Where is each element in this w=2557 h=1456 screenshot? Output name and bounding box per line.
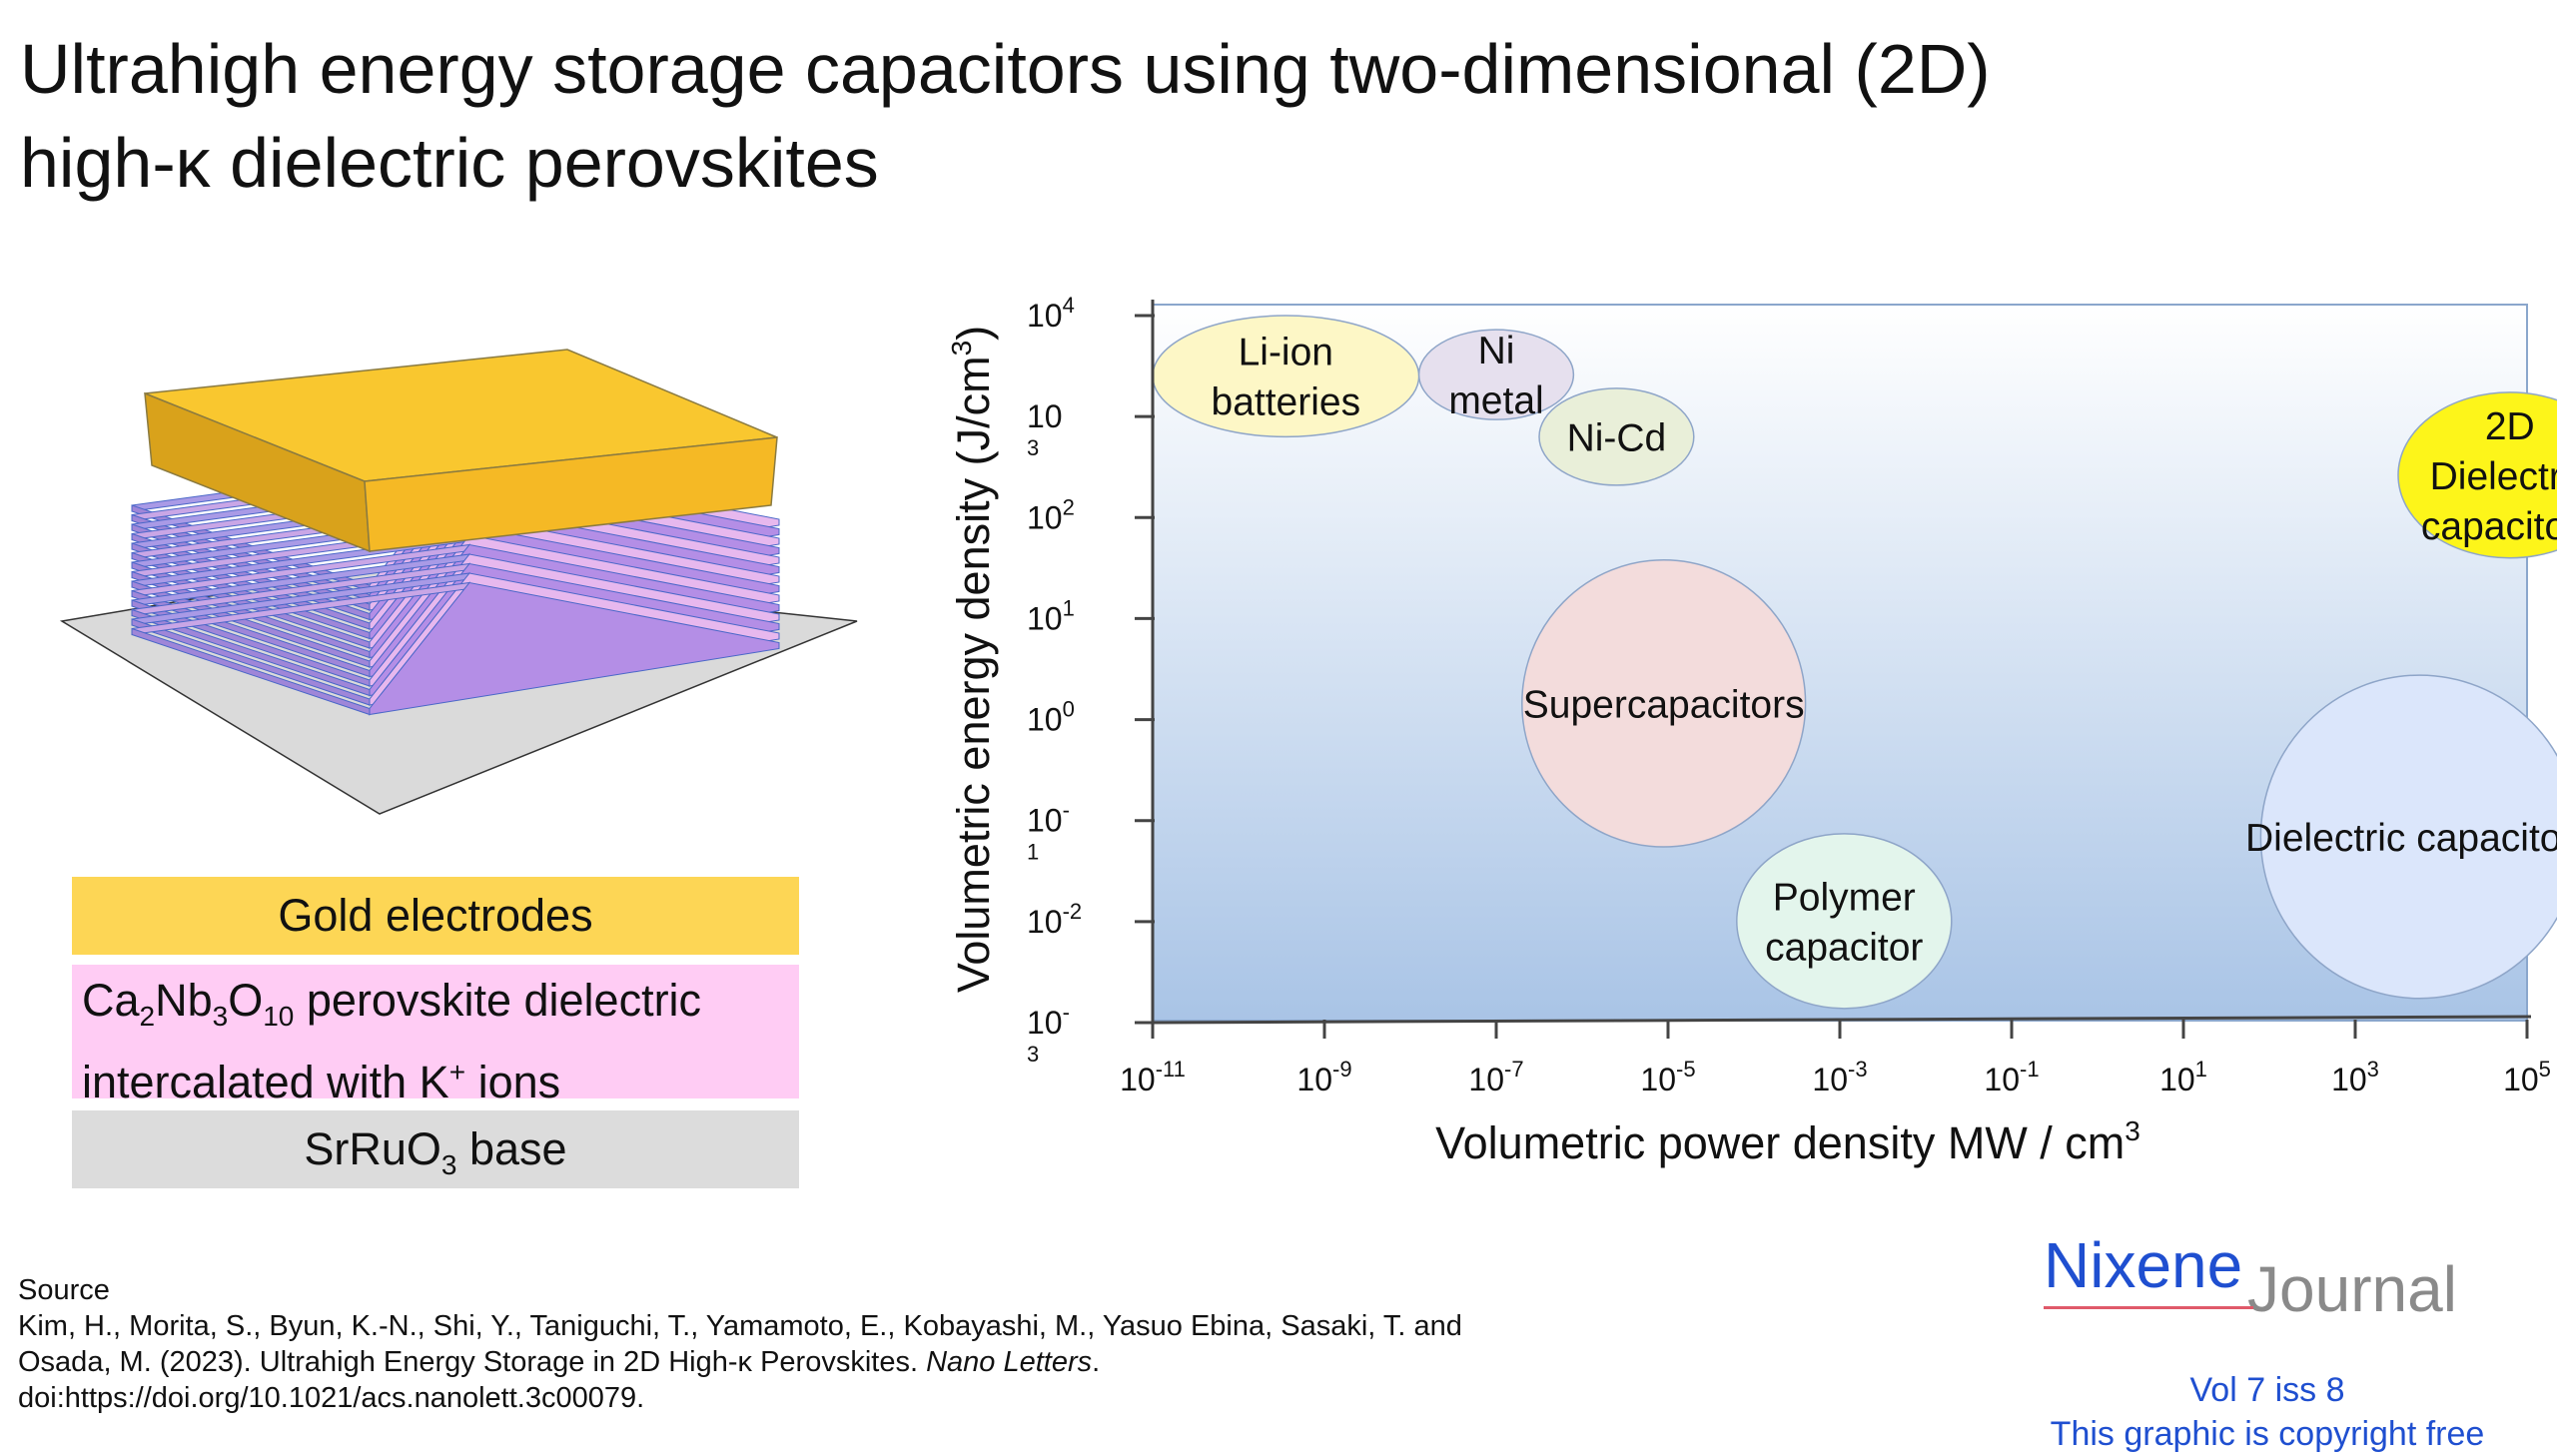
legend-pink-sub-3: 3 [212, 1001, 229, 1032]
ragone-chart: Li-ion batteries Ni metal Ni-Cd Supercapacito… [946, 293, 2557, 1168]
x-tick-label: 10-9 [1296, 1057, 1351, 1097]
legend-gold-electrodes: Gold electrodes [72, 877, 799, 955]
legend-gray-srruo: SrRuO [304, 1123, 441, 1174]
journal-info: Nixene Journal Vol 7 iss 8 This graphic … [1988, 1228, 2547, 1456]
source-line-2-end: . [1092, 1346, 1101, 1378]
legend-pink-ca: Ca [82, 975, 140, 1026]
legend-gray-sub-3: 3 [440, 1149, 457, 1180]
source-citation: Source Kim, H., Morita, S., Byun, K.-N.,… [18, 1272, 1736, 1416]
y-axis-title-close: ) [948, 326, 999, 341]
source-line-3: doi:https://doi.org/10.1021/acs.nanolett… [18, 1382, 645, 1414]
y-tick-label: 102 [1027, 494, 1075, 535]
region-ellipse [1736, 833, 1953, 1010]
region-label: 2D [2485, 405, 2535, 448]
region-label: Polymer [1773, 876, 1916, 919]
y-tick-label: 100 [1027, 697, 1075, 738]
legend-gray-base: base [456, 1123, 567, 1174]
region-label: Dielectric [2430, 455, 2557, 498]
region-label: Ni [1478, 330, 1515, 372]
legend-pink-sub-10: 10 [263, 1001, 295, 1032]
legend-pink-line-1: Ca2Nb3O10 perovskite dielectric [82, 973, 789, 1045]
y-tick-label: 10-3 [1027, 1000, 1070, 1067]
x-tick-label: 10-3 [1812, 1057, 1867, 1097]
nixene-journal-logo: Nixene Journal [1988, 1228, 2547, 1325]
legend-pink-sub-2: 2 [139, 1001, 156, 1032]
x-axis-title-text: Volumetric power density MW / cm [1435, 1117, 2125, 1168]
legend-pink-sup-plus: + [448, 1057, 466, 1088]
y-axis-title-sup: 3 [946, 341, 977, 357]
title-line-1: Ultrahigh energy storage capacitors usin… [20, 30, 1991, 108]
x-axis-title-sup: 3 [2125, 1115, 2140, 1146]
region-label: Supercapacitors [1523, 683, 1805, 726]
page-title: Ultrahigh energy storage capacitors usin… [20, 22, 2497, 210]
region-label: Li-ion [1239, 332, 1333, 374]
x-tick-label: 10-11 [1120, 1057, 1186, 1097]
legend-pink-intercalated: intercalated with K [82, 1057, 449, 1107]
legend-pink-ions: ions [465, 1057, 561, 1107]
region-label: metal [1448, 379, 1543, 422]
legend-pink-o: O [228, 975, 264, 1026]
legend-gold-label: Gold electrodes [278, 890, 593, 941]
region-label: Ni-Cd [1567, 416, 1667, 459]
region-label: capacitors [2421, 505, 2557, 548]
x-tick-label: 10-5 [1640, 1057, 1695, 1097]
y-tick-label: 10-1 [1027, 798, 1070, 865]
region-ellipse [2397, 391, 2557, 559]
x-tick-label: 105 [2503, 1057, 2551, 1097]
region-label: capacitor [1765, 926, 1923, 969]
x-tick-label: 10-1 [1984, 1057, 2039, 1097]
x-tick-label: 101 [2159, 1057, 2207, 1097]
journal-volume: Vol 7 iss 8 [2189, 1371, 2345, 1409]
copyright-note: This graphic is copyright free [2050, 1415, 2485, 1453]
source-journal-name: Nano Letters [926, 1346, 1093, 1378]
logo-journal: Journal [2247, 1253, 2457, 1325]
title-line-2: high-κ dielectric perovskites [20, 124, 879, 202]
region-ellipse [1521, 559, 1807, 848]
legend-pink-nb: Nb [155, 975, 213, 1026]
y-axis-title-text: Volumetric energy density (J/cm [948, 356, 999, 993]
y-tick-label: 10 3 [1027, 398, 1063, 460]
source-line-2-text: Osada, M. (2023). Ultrahigh Energy Stora… [18, 1346, 927, 1378]
legend-pink-line-2: intercalated with K+ ions [82, 1045, 789, 1110]
source-line-2: Osada, M. (2023). Ultrahigh Energy Stora… [18, 1344, 1736, 1380]
region-label: batteries [1212, 381, 1361, 424]
y-tick-label: 10-2 [1027, 899, 1082, 940]
logo-nixene: Nixene [2044, 1229, 2243, 1301]
x-tick-label: 10-7 [1468, 1057, 1523, 1097]
y-tick-label: 101 [1027, 595, 1075, 636]
logo-underline [2044, 1306, 2253, 1309]
y-tick-group: 104 10 3 102 101 100 10-1 10-2 10-3 [1027, 293, 1155, 1067]
y-tick-label: 104 [1027, 293, 1075, 334]
legend-srruo3-base: SrRuO3 base [72, 1110, 799, 1188]
gold-electrode [144, 349, 778, 553]
capacitor-stack-illustration [59, 349, 858, 815]
legend-perovskite-dielectric: Ca2Nb3O10 perovskite dielectric intercal… [72, 965, 799, 1107]
region-ellipse [1417, 329, 1575, 420]
source-line-1: Kim, H., Morita, S., Byun, K.-N., Shi, Y… [18, 1310, 1462, 1342]
x-tick-label: 103 [2331, 1057, 2379, 1097]
region-group: Li-ion batteries Ni metal Ni-Cd Supercapacito… [1152, 315, 2557, 1010]
region-ellipse [1538, 387, 1695, 486]
source-heading: Source [18, 1274, 110, 1306]
x-axis-title: Volumetric power density MW / cm3 [1435, 1115, 2140, 1168]
legend-pink-rest: perovskite dielectric [294, 975, 702, 1026]
x-tick-group: 10-11 10-9 10-7 10-5 10-3 10-1 101 103 105 [1120, 1020, 2551, 1097]
region-label: Dielectric capacitors [2245, 817, 2557, 860]
y-axis-title: Volumetric energy density (J/cm3) [946, 326, 999, 993]
region-ellipse [2259, 674, 2557, 1000]
